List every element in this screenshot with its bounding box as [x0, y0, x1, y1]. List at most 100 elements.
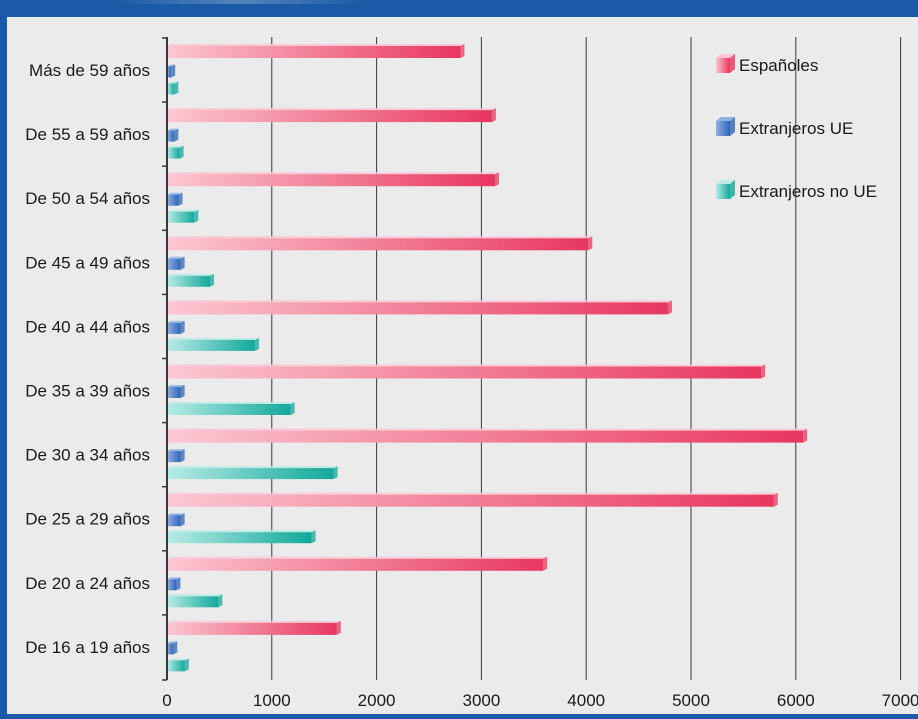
- bar-top-extranjeros-ue-de-16-a-19-anos: [167, 641, 178, 644]
- bar-espanoles-de-40-a-44-anos: [167, 302, 668, 315]
- legend-swatch-side-espanoles: [730, 54, 735, 73]
- bar-top-espanoles-de-35-a-39-anos: [167, 364, 766, 367]
- bar-top-extranjeros-no-ue-de-45-a-49-anos: [167, 273, 214, 276]
- x-tick-label-3000: 3000: [462, 691, 500, 710]
- bar-extranjeros-no-ue-de-30-a-34-anos: [167, 468, 334, 480]
- bar-top-espanoles-de-25-a-29-anos: [167, 492, 778, 495]
- bar-top-espanoles-de-55-a-59-anos: [167, 108, 496, 111]
- x-tick-label-5000: 5000: [672, 691, 710, 710]
- bar-side-espanoles-de-25-a-29-anos: [773, 492, 778, 507]
- bar-side-extranjeros-ue-de-16-a-19-anos: [173, 641, 178, 655]
- category-label-de-50-a-54-anos: De 50 a 54 años: [25, 189, 150, 208]
- bar-top-extranjeros-ue-mas-de-59-anos: [167, 64, 176, 67]
- category-label-mas-de-59-anos: Más de 59 años: [29, 61, 150, 80]
- x-tick-label-7000: 7000: [882, 691, 918, 710]
- bar-side-extranjeros-no-ue-de-25-a-29-anos: [311, 530, 316, 544]
- bar-extranjeros-ue-de-35-a-39-anos: [167, 387, 181, 398]
- bar-extranjeros-ue-de-40-a-44-anos: [167, 322, 181, 334]
- bar-side-extranjeros-ue-de-20-a-24-anos: [176, 577, 181, 591]
- bar-side-extranjeros-ue-de-45-a-49-anos: [180, 256, 185, 270]
- bar-side-extranjeros-no-ue-de-55-a-59-anos: [179, 145, 184, 159]
- legend-swatch-espanoles: [716, 58, 730, 73]
- legend-swatch-top-espanoles: [716, 54, 735, 58]
- bar-top-extranjeros-no-ue-de-50-a-54-anos: [167, 209, 199, 212]
- bar-top-extranjeros-ue-de-45-a-49-anos: [167, 256, 185, 259]
- bar-top-extranjeros-no-ue-de-30-a-34-anos: [167, 466, 338, 469]
- bar-top-extranjeros-no-ue-de-40-a-44-anos: [167, 337, 260, 340]
- bar-top-extranjeros-ue-de-30-a-34-anos: [167, 449, 185, 452]
- bar-side-espanoles-de-30-a-34-anos: [803, 428, 808, 443]
- bar-side-extranjeros-ue-de-55-a-59-anos: [174, 128, 179, 142]
- legend-label-extranjeros-no-ue: Extranjeros no UE: [739, 182, 877, 201]
- bar-top-extranjeros-ue-de-55-a-59-anos: [167, 128, 179, 131]
- x-tick-label-1000: 1000: [253, 691, 291, 710]
- bar-side-extranjeros-ue-de-40-a-44-anos: [180, 320, 185, 334]
- bar-side-espanoles-mas-de-59-anos: [460, 44, 465, 58]
- category-label-de-45-a-49-anos: De 45 a 49 años: [25, 253, 150, 272]
- legend-label-espanoles: Españoles: [739, 56, 818, 75]
- bar-top-extranjeros-ue-de-20-a-24-anos: [167, 577, 181, 580]
- bar-extranjeros-ue-de-55-a-59-anos: [167, 130, 175, 142]
- category-label-de-20-a-24-anos: De 20 a 24 años: [25, 574, 150, 593]
- bar-top-extranjeros-no-ue-de-20-a-24-anos: [167, 594, 223, 597]
- bar-extranjeros-ue-de-20-a-24-anos: [167, 579, 177, 591]
- bar-side-extranjeros-no-ue-de-30-a-34-anos: [333, 466, 338, 480]
- bar-side-extranjeros-ue-de-30-a-34-anos: [180, 449, 185, 463]
- legend-swatch-side-extranjeros-no-ue: [730, 180, 735, 199]
- legend-swatch-side-extranjeros-ue: [730, 117, 735, 136]
- bar-extranjeros-ue-de-16-a-19-anos: [167, 643, 174, 655]
- bar-top-espanoles-de-45-a-49-anos: [167, 236, 593, 239]
- header-strip: [0, 0, 918, 17]
- bar-extranjeros-ue-de-50-a-54-anos: [167, 194, 179, 206]
- bar-side-extranjeros-no-ue-mas-de-59-anos: [174, 81, 179, 95]
- bar-espanoles-de-35-a-39-anos: [167, 366, 762, 379]
- bar-side-espanoles-de-20-a-24-anos: [543, 556, 548, 571]
- bar-espanoles-de-55-a-59-anos: [167, 110, 492, 123]
- x-tick-label-6000: 6000: [777, 691, 815, 710]
- bar-top-extranjeros-ue-de-35-a-39-anos: [167, 385, 185, 387]
- category-label-de-16-a-19-anos: De 16 a 19 años: [25, 638, 150, 657]
- bar-side-extranjeros-no-ue-de-45-a-49-anos: [209, 273, 214, 287]
- bar-extranjeros-no-ue-de-20-a-24-anos: [167, 596, 219, 608]
- legend-swatch-extranjeros-ue: [716, 121, 730, 136]
- bar-extranjeros-no-ue-de-35-a-39-anos: [167, 404, 291, 415]
- bar-side-extranjeros-no-ue-de-50-a-54-anos: [194, 209, 199, 223]
- legend-swatch-top-extranjeros-ue: [716, 117, 735, 121]
- bar-espanoles-de-20-a-24-anos: [167, 558, 544, 571]
- bar-top-extranjeros-ue-de-50-a-54-anos: [167, 192, 183, 195]
- bar-top-extranjeros-ue-de-25-a-29-anos: [167, 513, 185, 516]
- bar-side-extranjeros-ue-de-50-a-54-anos: [178, 192, 183, 206]
- bar-top-extranjeros-no-ue-mas-de-59-anos: [167, 81, 179, 84]
- bar-side-extranjeros-no-ue-de-20-a-24-anos: [218, 594, 223, 608]
- bar-extranjeros-no-ue-de-40-a-44-anos: [167, 339, 256, 351]
- bar-side-extranjeros-no-ue-de-40-a-44-anos: [255, 337, 260, 351]
- bar-top-espanoles-de-20-a-24-anos: [167, 556, 548, 559]
- bar-side-extranjeros-no-ue-de-35-a-39-anos: [290, 402, 295, 415]
- bar-side-espanoles-de-40-a-44-anos: [667, 300, 672, 315]
- legend-label-extranjeros-ue: Extranjeros UE: [739, 119, 853, 138]
- bar-top-extranjeros-no-ue-de-55-a-59-anos: [167, 145, 184, 148]
- bar-extranjeros-no-ue-de-55-a-59-anos: [167, 147, 180, 159]
- bar-top-extranjeros-no-ue-de-35-a-39-anos: [167, 402, 295, 404]
- bar-extranjeros-ue-de-45-a-49-anos: [167, 258, 181, 270]
- category-label-de-25-a-29-anos: De 25 a 29 años: [25, 510, 150, 529]
- left-border: [0, 0, 7, 719]
- bar-espanoles-mas-de-59-anos: [167, 46, 461, 58]
- bar-side-extranjeros-no-ue-de-16-a-19-anos: [184, 658, 189, 672]
- category-label-de-55-a-59-anos: De 55 a 59 años: [25, 125, 150, 144]
- bar-top-extranjeros-ue-de-40-a-44-anos: [167, 320, 185, 323]
- bar-extranjeros-ue-de-25-a-29-anos: [167, 515, 181, 527]
- bar-extranjeros-no-ue-de-45-a-49-anos: [167, 275, 210, 287]
- bar-side-espanoles-de-45-a-49-anos: [588, 236, 593, 251]
- bar-top-espanoles-de-30-a-34-anos: [167, 428, 808, 431]
- bar-side-espanoles-de-55-a-59-anos: [491, 108, 496, 123]
- bar-top-espanoles-de-50-a-54-anos: [167, 172, 500, 175]
- x-tick-label-4000: 4000: [567, 691, 605, 710]
- bar-extranjeros-ue-de-30-a-34-anos: [167, 451, 181, 463]
- bar-side-extranjeros-ue-de-25-a-29-anos: [180, 513, 185, 527]
- bar-extranjeros-no-ue-de-25-a-29-anos: [167, 532, 312, 544]
- bar-extranjeros-no-ue-mas-de-59-anos: [167, 83, 175, 95]
- bar-espanoles-de-25-a-29-anos: [167, 494, 774, 507]
